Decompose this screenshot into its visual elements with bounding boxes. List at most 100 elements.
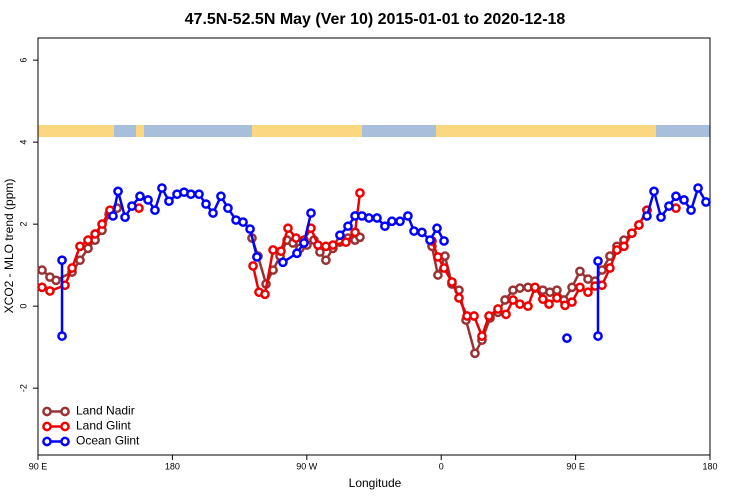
data-point	[523, 301, 533, 312]
data-point	[313, 240, 323, 250]
land-strip	[136, 125, 144, 137]
data-point	[57, 331, 67, 341]
data-point	[515, 283, 525, 293]
data-point	[83, 243, 93, 254]
data-point	[216, 191, 226, 202]
data-point	[343, 221, 353, 232]
data-point	[321, 255, 331, 266]
data-point	[278, 257, 288, 268]
data-point	[701, 197, 711, 207]
data-point	[252, 252, 262, 262]
data-point	[245, 224, 255, 234]
data-point	[223, 203, 233, 214]
data-point	[83, 235, 93, 245]
data-point	[567, 282, 577, 293]
data-point	[634, 220, 644, 230]
y-tick-label: 6	[18, 58, 28, 63]
data-point	[447, 277, 457, 287]
data-point	[679, 195, 689, 205]
legend-label: Land Glint	[76, 419, 131, 433]
data-point	[194, 189, 204, 200]
data-point	[164, 196, 174, 207]
data-point	[341, 237, 351, 248]
data-point	[37, 265, 47, 275]
data-point	[593, 256, 603, 266]
x-tick-label: 90 E	[566, 461, 585, 471]
y-tick-label: 2	[18, 222, 28, 227]
data-point	[656, 212, 666, 223]
data-point	[186, 189, 196, 200]
data-point	[693, 183, 703, 193]
data-point	[260, 289, 270, 300]
data-point	[201, 199, 211, 209]
data-point	[238, 217, 248, 227]
data-point	[597, 265, 607, 275]
data-point	[515, 299, 525, 309]
data-point	[597, 280, 607, 291]
data-point	[143, 195, 153, 205]
data-point	[208, 208, 218, 218]
data-point	[291, 233, 301, 243]
data-point	[395, 216, 405, 227]
data-point	[328, 240, 338, 250]
legend-marker	[60, 436, 70, 447]
legend-marker	[42, 436, 52, 447]
surface-strip	[38, 125, 710, 137]
data-point	[454, 293, 464, 303]
data-point	[552, 293, 562, 303]
data-point	[350, 227, 360, 238]
data-point	[433, 252, 443, 262]
x-tick-label: 180	[165, 461, 180, 471]
plot-frame	[37, 37, 711, 456]
data-point	[575, 282, 585, 293]
data-point	[299, 238, 309, 248]
data-point	[380, 221, 390, 232]
data-point	[530, 282, 540, 293]
legend-marker	[42, 406, 52, 417]
y-tick-label: 4	[18, 140, 28, 145]
data-point	[364, 213, 374, 223]
y-axis-label: XCO2 - MLO trend (ppm)	[2, 179, 16, 314]
data-point	[501, 309, 511, 320]
data-point	[508, 295, 518, 305]
data-point	[562, 333, 572, 343]
data-point	[268, 245, 278, 255]
legend-label: Land Nadir	[76, 404, 135, 418]
data-point	[387, 216, 397, 227]
legend-marker	[42, 421, 52, 432]
data-point	[113, 186, 123, 197]
data-point	[268, 265, 278, 275]
y-tick-label: 0	[18, 304, 28, 309]
data-point	[567, 297, 577, 307]
data-point	[403, 211, 413, 221]
x-tick-label: 180	[702, 461, 717, 471]
land-strip	[252, 125, 362, 137]
legend-label: Ocean Glint	[76, 434, 140, 448]
data-point	[108, 211, 118, 221]
data-point	[57, 255, 67, 266]
data-point	[283, 223, 293, 234]
chart-title: 47.5N-52.5N May (Ver 10) 2015-01-01 to 2…	[185, 11, 566, 28]
data-point	[664, 201, 674, 211]
data-point	[484, 311, 494, 321]
land-strip	[436, 125, 656, 137]
data-point	[439, 263, 449, 273]
data-point	[538, 294, 548, 305]
data-point	[67, 263, 77, 273]
data-point	[417, 227, 427, 238]
data-point	[552, 285, 562, 296]
data-point	[605, 263, 615, 273]
data-point	[425, 235, 435, 245]
y-tick-label: -2	[18, 384, 28, 392]
data-point	[306, 208, 316, 218]
data-point	[433, 270, 443, 280]
data-point	[493, 304, 503, 314]
data-point	[276, 246, 286, 257]
data-point	[671, 191, 681, 202]
data-point	[120, 212, 130, 223]
land-strip	[38, 125, 114, 137]
data-point	[593, 331, 603, 341]
data-point	[575, 266, 585, 277]
data-point	[612, 245, 622, 255]
